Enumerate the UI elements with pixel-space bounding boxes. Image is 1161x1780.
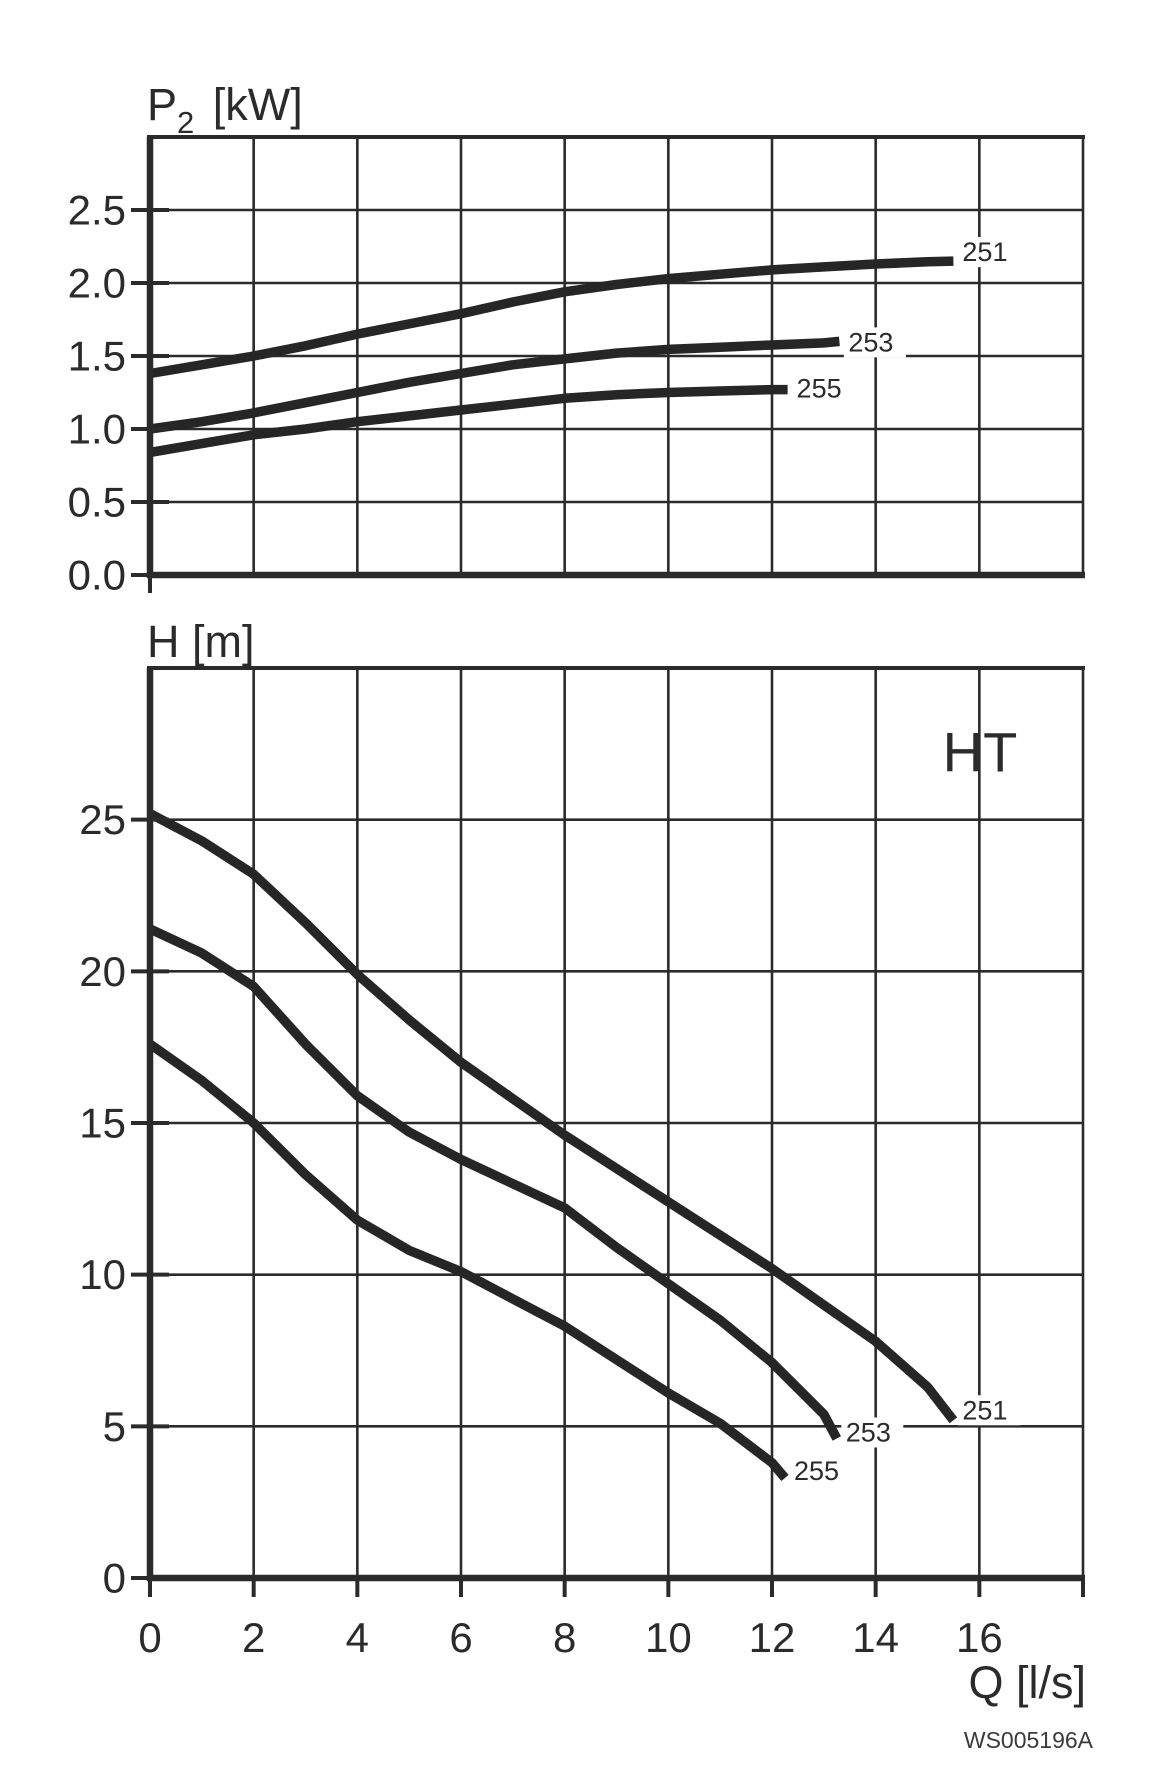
variant-annotation: HT: [943, 721, 1018, 784]
x-tick-label: 6: [449, 1614, 472, 1661]
x-tick-label: 4: [346, 1614, 369, 1661]
x-tick-label: 16: [956, 1614, 1003, 1661]
curve-251: [147, 809, 958, 1424]
power-chart-title: P2 [kW]: [147, 79, 303, 140]
head-chart-grid: [150, 668, 1085, 1578]
y-tick-label: 10: [79, 1251, 126, 1298]
curve-253: [147, 924, 841, 1441]
curve-label-bg-255: [792, 373, 855, 404]
power-title-subscript: 2: [177, 105, 194, 140]
x-axis-unit-label: Q [l/s]: [968, 1657, 1086, 1708]
power-chart-grid: [150, 137, 1085, 575]
curve-label-253: 253: [846, 1417, 891, 1447]
power-title-unit: [kW]: [200, 79, 302, 130]
curve-label-bg-251: [957, 237, 1020, 268]
x-tick-label: 2: [242, 1614, 265, 1661]
y-tick-label: 1.0: [68, 406, 126, 453]
figure-code: WS005196A: [964, 1727, 1094, 1753]
y-tick-label: 15: [79, 1100, 126, 1147]
curve-label-bg-251: [957, 1395, 1020, 1426]
y-tick-label: 2.0: [68, 260, 126, 307]
head-chart-title: H [m]: [147, 616, 255, 667]
power-title-symbol: P: [147, 79, 177, 130]
curve-253: [149, 336, 840, 434]
curve-label-255: 255: [794, 1456, 839, 1486]
y-tick-label: 0.0: [68, 552, 126, 599]
curve-label-bg-253: [841, 1417, 904, 1448]
curve-255: [149, 384, 788, 458]
x-tick-label: 8: [553, 1614, 576, 1661]
curve-label-253: 253: [848, 327, 893, 357]
y-tick-label: 1.5: [68, 333, 126, 380]
curve-label-251: 251: [962, 1395, 1007, 1425]
x-tick-label: 14: [852, 1614, 899, 1661]
y-tick-label: 5: [103, 1403, 126, 1450]
y-tick-label: 20: [79, 948, 126, 995]
x-tick-label: 12: [749, 1614, 796, 1661]
head-chart-axes: 0 5 10 15 20 25 0 2 4 6 8 10 12 14 16: [79, 666, 1085, 1661]
curve-255: [147, 1040, 789, 1481]
x-tick-label: 0: [138, 1614, 161, 1661]
y-tick-label: 0: [103, 1555, 126, 1602]
x-tick-label: 10: [645, 1614, 692, 1661]
curve-label-251: 251: [962, 237, 1007, 267]
y-tick-label: 25: [79, 796, 126, 843]
power-chart-axes: 0.0 0.5 1.0 1.5 2.0 2.5: [68, 135, 1085, 599]
curve-251: [149, 256, 954, 379]
curve-label-bg-253: [843, 327, 906, 358]
y-tick-label: 2.5: [68, 187, 126, 234]
y-tick-label: 0.5: [68, 479, 126, 526]
curve-label-bg-255: [789, 1455, 852, 1486]
curve-label-255: 255: [797, 374, 842, 404]
